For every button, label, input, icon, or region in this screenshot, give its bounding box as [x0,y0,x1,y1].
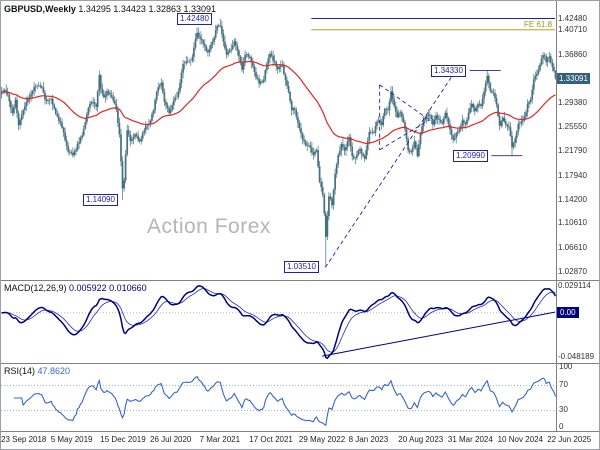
macd-signal-value: 0.010660 [109,283,147,293]
price-tick-label: 1.25550 [558,122,587,132]
price-tick-label: 1.42480 [558,14,587,23]
price-tick-label: 1.36860 [558,49,587,59]
macd-main-value: 0.005922 [69,283,107,293]
rsi-indicator-title: RSI(14) 47.8620 [4,366,70,376]
price-label-2024-high: 1.34330 [431,65,466,77]
date-tick-label: 8 Jan 2023 [348,435,389,444]
fib-extension-label: FE 61.8 [524,20,553,29]
price-tick-label: 1.17940 [558,170,587,180]
rsi-axis-70: 70 [559,380,568,389]
price-tick-label: 1.29380 [558,97,587,107]
price-tick-label: 1.40710 [558,25,587,35]
price-tick-label: 1.21790 [558,146,587,156]
current-price-tag: 1.33091 [557,73,590,84]
macd-indicator-title: MACD(12,26,9) 0.005922 0.010660 [4,283,147,293]
price-tick-label: 1.10610 [558,217,587,227]
time-axis[interactable]: 23 Sep 2018 5 May 2019 15 Dec 2019 26 Jul 2… [1,432,599,449]
symbol-timeframe-label: GBPUSD,Weekly [4,4,76,14]
rsi-value: 47.8620 [37,366,71,376]
watermark: Action Forex [147,215,271,238]
rsi-axis-0: 0 [559,422,564,431]
price-label-2020-low: 1.14090 [83,194,118,206]
date-tick-label: 17 Oct 2021 [249,435,293,444]
price-tick-label: 1.14200 [558,194,587,204]
macd-axis-min: -0.048189 [558,352,595,361]
price-axis[interactable]: 1.42480 1.40710 1.36860 1.29380 1.25550 1.217… [556,1,599,432]
price-label-2022-low: 1.03510 [284,261,319,273]
date-tick-label: 26 Jul 2020 [150,435,192,444]
date-tick-label: 10 Nov 2024 [497,435,543,444]
date-tick-label: 29 May 2022 [298,435,346,444]
price-tick-label: 1.06610 [558,243,587,253]
date-tick-label: 15 Dec 2019 [100,435,146,444]
chart-title: GBPUSD,Weekly 1.34295 1.34423 1.32863 1.… [4,4,216,14]
date-tick-label: 31 Mar 2024 [447,435,493,444]
date-tick-label: 22 Jun 2025 [547,435,592,444]
rsi-axis-30: 30 [559,405,568,414]
price-label-2025-low: 1.20990 [453,150,488,162]
macd-label: MACD(12,26,9) [4,283,67,293]
rsi-label: RSI(14) [4,366,36,376]
date-tick-label: 20 Aug 2023 [398,435,444,444]
macd-zero-tag: 0.00 [557,307,579,318]
rsi-axis-100: 100 [559,362,573,371]
date-tick-label: 7 Mar 2021 [199,435,241,444]
macd-axis-max: 0.029114 [558,281,591,290]
price-tick-label: 1.02870 [558,266,587,276]
ohlc-readout: 1.34295 1.34423 1.32863 1.33091 [78,4,217,14]
date-tick-label: 5 May 2019 [50,435,93,444]
date-tick-label: 23 Sep 2018 [1,435,47,444]
price-label-2021-high: 1.42480 [177,13,212,25]
